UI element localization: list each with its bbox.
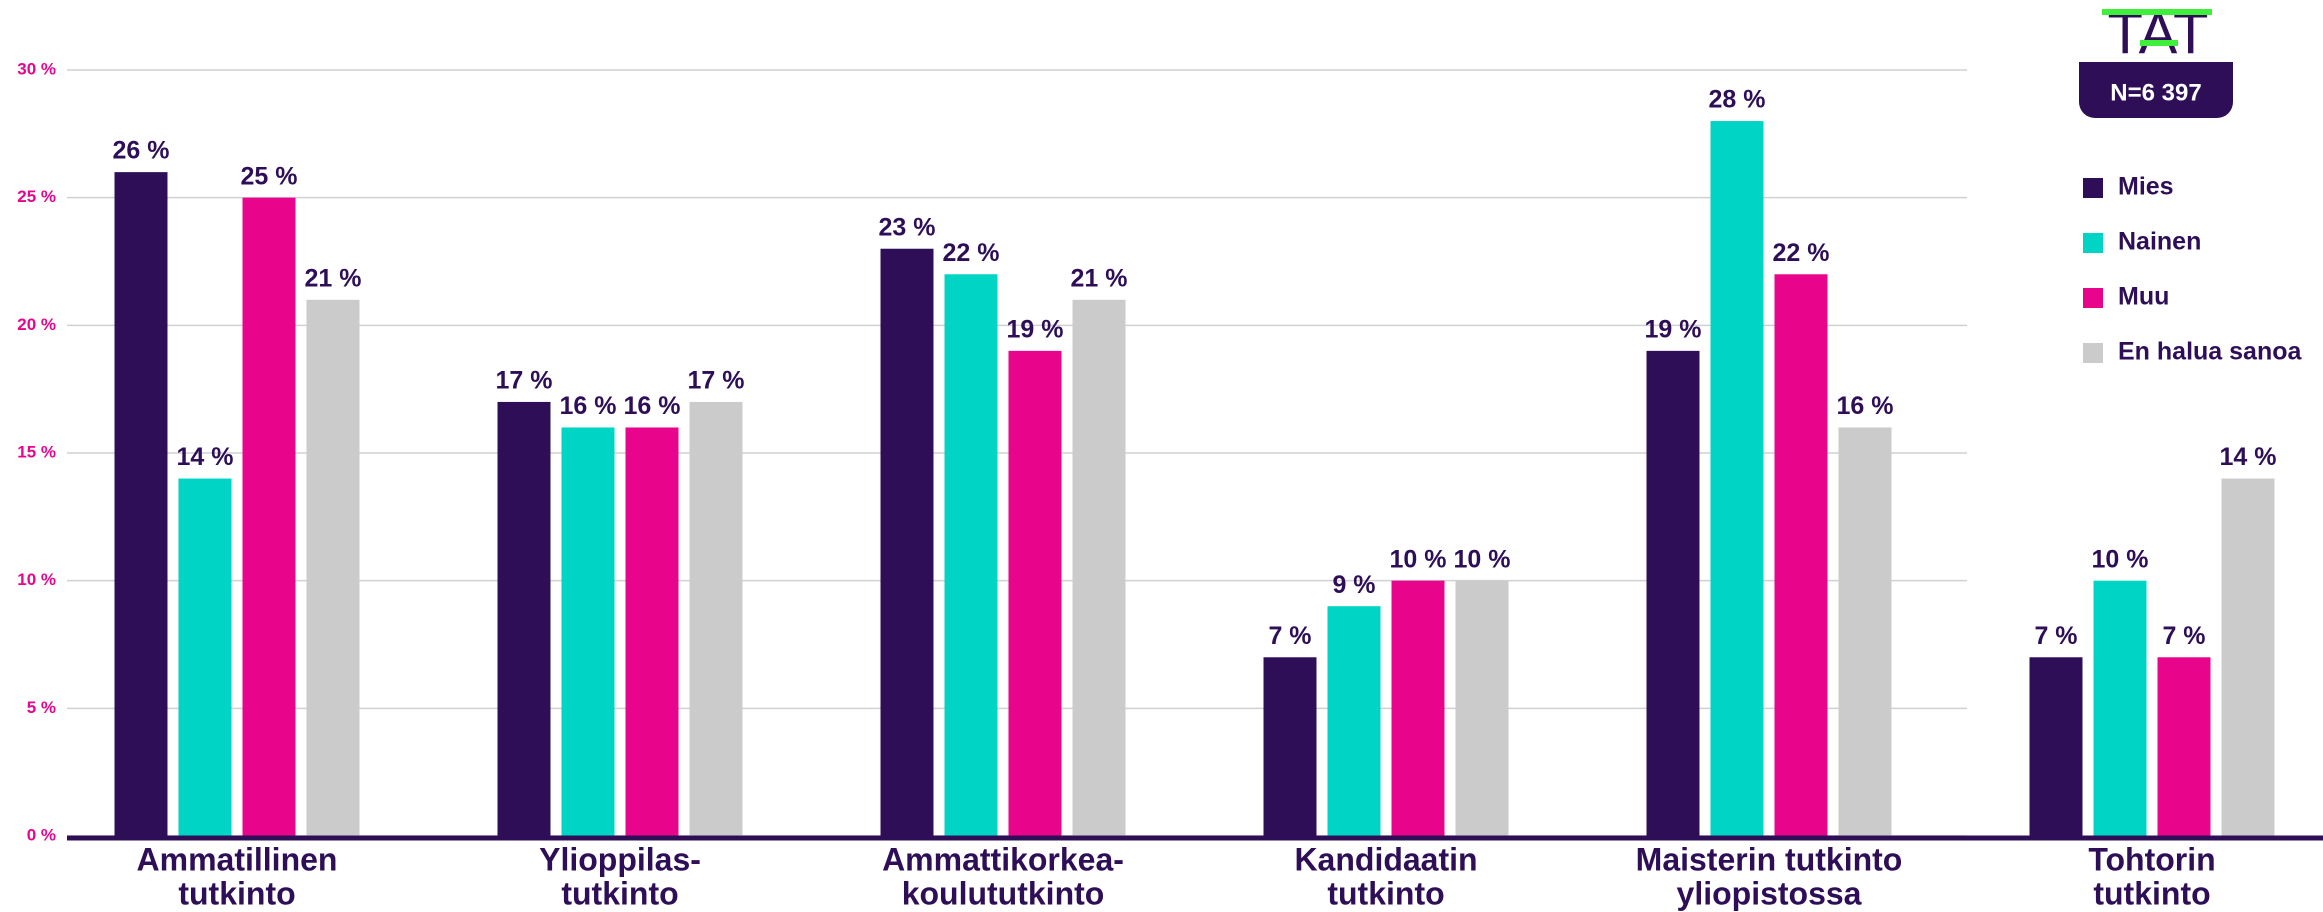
bar	[2157, 657, 2211, 836]
value-label: 7 %	[1268, 622, 1311, 650]
x-tick-label: Tohtorin	[2088, 841, 2215, 877]
value-label: 16 %	[1837, 392, 1894, 420]
y-tick-label: 15 %	[17, 442, 56, 461]
legend-label: Mies	[2118, 173, 2174, 201]
x-tick-label: tutkinto	[2093, 875, 2210, 911]
bar	[1710, 121, 1764, 837]
value-label: 21 %	[1071, 264, 1128, 292]
bar	[2221, 478, 2275, 836]
value-label: 10 %	[2092, 545, 2149, 573]
bar	[306, 299, 360, 836]
x-tick-label: Ammatillinen	[137, 841, 338, 877]
value-label: 16 %	[624, 392, 681, 420]
x-tick-label: Ammattikorkea-	[882, 841, 1124, 877]
badge-top	[2079, 62, 2233, 82]
y-tick-label: 25 %	[17, 187, 56, 206]
bar	[1646, 350, 1700, 836]
bar	[1391, 580, 1445, 836]
legend-swatch	[2083, 343, 2103, 363]
bar	[1008, 350, 1062, 836]
y-tick-label: 0 %	[27, 825, 56, 844]
legend-swatch	[2083, 178, 2103, 198]
value-label: 10 %	[1390, 545, 1447, 573]
y-tick-label: 30 %	[17, 59, 56, 78]
value-label: 17 %	[496, 367, 553, 395]
bar	[1838, 427, 1892, 836]
value-label: 25 %	[241, 162, 298, 190]
x-tick-label: tutkinto	[561, 875, 678, 911]
value-label: 7 %	[2034, 622, 2077, 650]
value-label: 9 %	[1332, 571, 1375, 599]
value-label: 26 %	[113, 137, 170, 165]
x-tick-label: tutkinto	[178, 875, 295, 911]
bar	[1774, 274, 1828, 836]
bar	[944, 274, 998, 836]
x-tick-label: Kandidaatin	[1294, 841, 1477, 877]
legend-swatch	[2083, 233, 2103, 253]
value-label: 14 %	[177, 443, 234, 471]
value-label: 7 %	[2162, 622, 2205, 650]
bar	[2029, 657, 2083, 836]
value-label: 23 %	[879, 213, 936, 241]
value-label: 22 %	[1773, 239, 1830, 267]
value-label: 16 %	[560, 392, 617, 420]
bar	[1327, 606, 1381, 836]
legend-label: En halua sanoa	[2118, 338, 2302, 366]
y-tick-label: 5 %	[27, 698, 56, 717]
legend-label: Nainen	[2118, 228, 2201, 256]
bar	[1263, 657, 1317, 836]
bar	[561, 427, 615, 836]
bar	[625, 427, 679, 836]
y-tick-label: 10 %	[17, 570, 56, 589]
legend-swatch	[2083, 288, 2103, 308]
value-label: 19 %	[1007, 315, 1064, 343]
bar	[242, 197, 296, 836]
x-tick-label: Maisterin tutkinto	[1636, 841, 1903, 877]
bar	[178, 478, 232, 836]
value-label: 19 %	[1645, 315, 1702, 343]
bar	[497, 401, 551, 836]
value-label: 21 %	[305, 264, 362, 292]
value-label: 10 %	[1454, 545, 1511, 573]
bar	[880, 248, 934, 836]
bar	[114, 172, 168, 837]
x-tick-label: koulututkinto	[902, 875, 1105, 911]
value-label: 14 %	[2220, 443, 2277, 471]
sample-size: N=6 397	[2110, 79, 2201, 106]
bar	[1455, 580, 1509, 836]
bar	[689, 401, 743, 836]
y-tick-label: 20 %	[17, 315, 56, 334]
x-tick-label: yliopistossa	[1677, 875, 1862, 911]
bar	[1072, 299, 1126, 836]
value-label: 17 %	[688, 367, 745, 395]
x-tick-label: tutkinto	[1327, 875, 1444, 911]
x-tick-label: Ylioppilas-	[539, 841, 701, 877]
value-label: 22 %	[943, 239, 1000, 267]
legend-label: Muu	[2118, 283, 2169, 311]
value-label: 28 %	[1709, 86, 1766, 114]
bar	[2093, 580, 2147, 836]
